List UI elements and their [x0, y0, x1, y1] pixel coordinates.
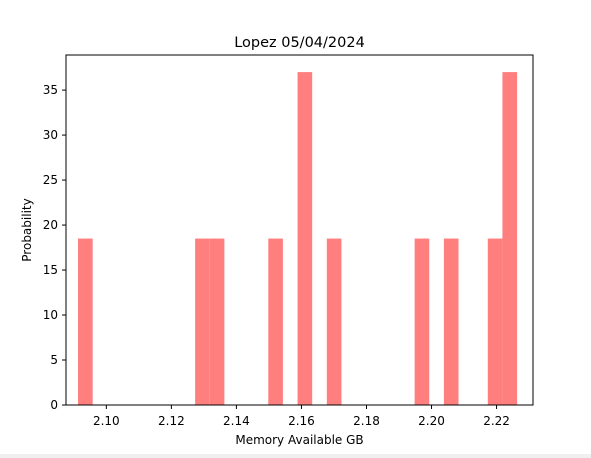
x-tick-label: 2.10	[93, 414, 120, 428]
histogram-bar	[502, 72, 518, 405]
plot-frame	[65, 54, 534, 406]
x-tick-label: 2.12	[158, 414, 185, 428]
histogram-bar	[195, 238, 210, 405]
y-tick-label: 35	[43, 83, 58, 97]
histogram-bar	[297, 72, 313, 405]
histogram-bar	[209, 238, 225, 405]
y-tick-label: 5	[50, 353, 58, 367]
histogram-bar	[414, 238, 430, 405]
y-tick-label: 30	[43, 128, 58, 142]
x-tick-label: 2.18	[353, 414, 380, 428]
histogram-bar	[443, 238, 459, 405]
x-axis-ticks: 2.10 2.12 2.14 2.16 2.18 2.20 2.22	[93, 405, 510, 428]
y-axis-label: Probability	[20, 198, 34, 261]
histogram-bar	[487, 238, 503, 405]
x-tick-label: 2.20	[418, 414, 445, 428]
bars-group	[78, 72, 518, 405]
x-tick-label: 2.14	[223, 414, 250, 428]
histogram-bar	[78, 238, 93, 405]
y-tick-label: 10	[43, 308, 58, 322]
chart-title: Lopez 05/04/2024	[234, 35, 365, 51]
x-tick-label: 2.22	[483, 414, 510, 428]
histogram-bar	[326, 238, 342, 405]
y-tick-label: 0	[50, 398, 58, 412]
x-axis-label: Memory Available GB	[235, 433, 363, 447]
x-tick-label: 2.16	[288, 414, 315, 428]
y-tick-label: 25	[43, 173, 58, 187]
y-tick-label: 20	[43, 218, 58, 232]
window-bottom-edge	[0, 454, 591, 458]
histogram-bar	[268, 238, 283, 405]
y-axis-ticks: 0 5 10 15 20 25 30 35	[43, 83, 66, 412]
y-tick-label: 15	[43, 263, 58, 277]
